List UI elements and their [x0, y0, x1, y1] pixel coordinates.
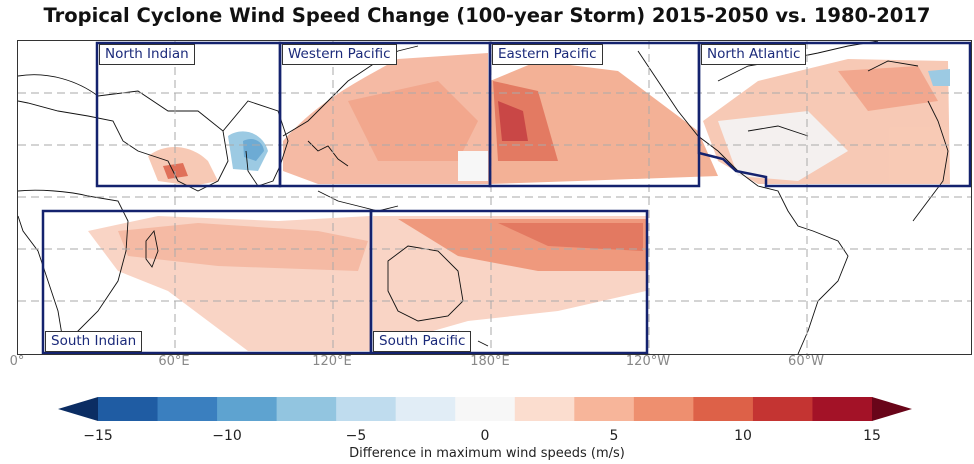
colorbar-segment	[276, 397, 337, 421]
cbar-tick-minus10: −10	[212, 428, 242, 444]
graticule	[18, 41, 971, 354]
region-label-south-pacific: South Pacific	[373, 331, 472, 352]
region-label-north-indian: North Indian	[99, 44, 195, 65]
south-pacific-box	[369, 209, 649, 354]
map-title: Tropical Cyclone Wind Speed Change (100-…	[43, 4, 931, 27]
cbar-tick-minus15: −15	[83, 428, 113, 444]
north-atlantic-box	[697, 41, 971, 188]
region-label-north-atlantic: North Atlantic	[701, 44, 807, 65]
coastlines	[18, 41, 949, 354]
cbar-tick-10: 10	[734, 428, 752, 444]
map-canvas	[18, 41, 971, 354]
colorbar-segment	[157, 397, 218, 421]
colorbar-segment	[693, 397, 754, 421]
colorbar-segment	[752, 397, 813, 421]
lon-label-60w: 60°W	[788, 354, 824, 369]
region-label-south-indian: South Indian	[45, 331, 143, 352]
region-label-western-pacific: Western Pacific	[282, 44, 397, 65]
world-map: North Indian Western Pacific Eastern Pac…	[17, 40, 972, 355]
colorbar-label: Difference in maximum wind speeds (m/s)	[349, 446, 625, 461]
colorbar-segment	[217, 397, 278, 421]
colorbar-segment	[455, 397, 516, 421]
lon-label-120e: 120°E	[312, 354, 352, 369]
colorbar-segment	[514, 397, 575, 421]
colorbar-segment	[633, 397, 694, 421]
wind-change-shading	[88, 53, 950, 351]
colorbar-segment	[395, 397, 456, 421]
colorbar-segment	[98, 397, 159, 421]
lon-label-60e: 60°E	[158, 354, 190, 369]
cbar-tick-5: 5	[609, 428, 619, 444]
colorbar	[58, 397, 912, 421]
colorbar-segment	[336, 397, 397, 421]
lon-label-0: 0°	[9, 354, 25, 369]
colorbar-extend-low	[58, 397, 98, 421]
lon-label-120w: 120°W	[625, 354, 671, 369]
colorbar-extend-high	[872, 397, 912, 421]
basin-boxes	[41, 41, 971, 354]
cbar-tick-minus5: −5	[345, 428, 367, 444]
lon-label-180e: 180°E	[470, 354, 510, 369]
region-label-eastern-pacific: Eastern Pacific	[492, 44, 603, 65]
colorbar-segment	[812, 397, 873, 421]
cbar-tick-0: 0	[480, 428, 490, 444]
cbar-tick-15: 15	[863, 428, 881, 444]
colorbar-segment	[574, 397, 635, 421]
